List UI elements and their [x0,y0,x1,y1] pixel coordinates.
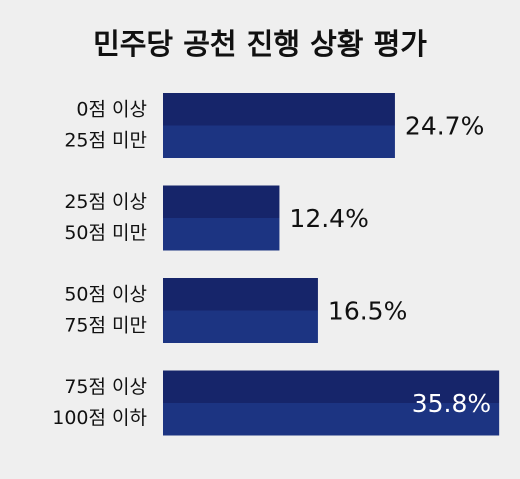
value-label: 16.5% [328,297,407,326]
category-label: 50점 이상 [64,284,147,306]
category-label: 0점 이상 [76,99,147,121]
bar [163,370,500,436]
bar [163,93,395,158]
category-label: 25점 미만 [64,130,147,152]
category-label: 25점 이상 [64,191,147,213]
category-label: 100점 이하 [52,407,147,429]
category-label: 75점 미만 [64,315,147,337]
category-label: 50점 미만 [64,222,147,244]
bar [163,185,280,251]
chart-title: 민주당 공천 진행 상황 평가 [93,27,427,61]
category-label: 75점 이상 [64,376,147,398]
bar [163,278,318,343]
value-label: 12.4% [289,204,368,233]
value-label: 24.7% [405,112,484,141]
value-label: 35.8% [412,389,491,418]
